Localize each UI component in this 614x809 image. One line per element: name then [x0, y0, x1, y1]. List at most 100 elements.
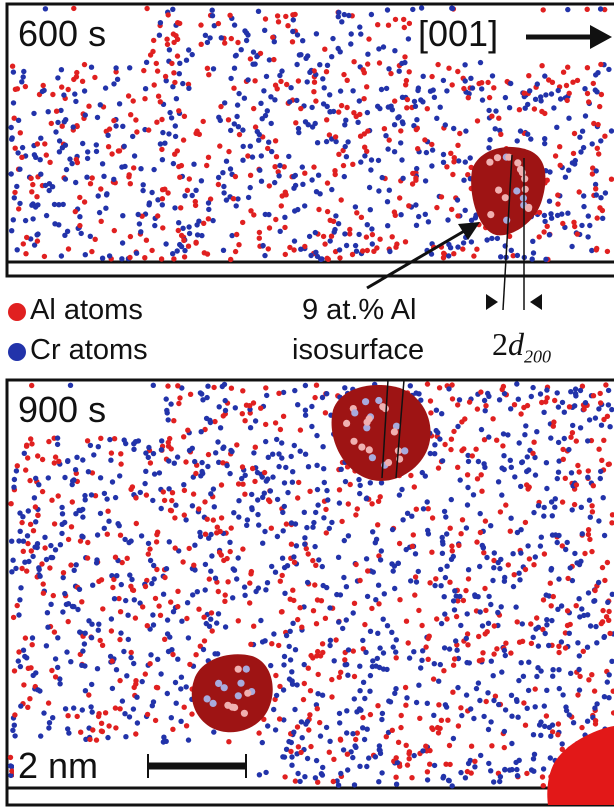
atom-dot — [147, 460, 154, 466]
atom-dot — [465, 642, 471, 648]
atom-dot — [251, 623, 257, 629]
atom-dot — [40, 581, 46, 587]
atom-dot — [566, 404, 573, 410]
atom-dot — [98, 720, 105, 726]
atom-dot — [91, 452, 97, 458]
atom-dot — [429, 147, 436, 153]
atom-dot — [336, 487, 343, 493]
atom-dot — [303, 55, 309, 61]
atom-dot — [215, 20, 222, 27]
atom-dot — [507, 767, 513, 773]
atom-dot — [480, 650, 486, 656]
atom-dot — [157, 141, 164, 147]
atom-dot — [159, 438, 165, 444]
atom-dot — [299, 164, 305, 170]
atom-dot — [48, 554, 54, 561]
atom-dot — [502, 94, 509, 101]
atom-dot — [37, 573, 43, 579]
atom-dot — [416, 213, 422, 220]
atom-dot — [481, 713, 487, 720]
atom-dot — [434, 616, 440, 622]
atom-dot — [112, 554, 119, 560]
atom-dot — [264, 580, 271, 586]
atom-dot — [364, 593, 371, 600]
atom-dot — [252, 444, 258, 450]
atom-dot — [467, 155, 473, 161]
atom-dot — [180, 80, 186, 87]
atom-dot — [440, 151, 447, 158]
atom-dot — [406, 203, 412, 209]
atom-dot — [550, 593, 556, 600]
atom-dot — [446, 65, 452, 71]
atom-dot — [176, 71, 182, 77]
atom-dot — [555, 87, 561, 94]
atom-dot — [519, 459, 525, 466]
atom-dot — [419, 469, 425, 476]
atom-dot — [49, 184, 56, 190]
atom-dot — [290, 620, 296, 626]
atom-dot — [298, 719, 305, 725]
atom-dot — [585, 234, 591, 240]
atom-dot — [353, 744, 359, 750]
atom-dot — [234, 442, 240, 448]
atom-dot — [252, 78, 258, 84]
atom-dot — [239, 411, 245, 417]
atom-dot — [189, 192, 195, 199]
atom-dot — [360, 248, 366, 254]
atom-dot — [304, 755, 311, 762]
atom-dot — [9, 538, 15, 544]
atom-dot — [257, 167, 263, 173]
atom-dot — [43, 556, 50, 563]
atom-dot — [571, 501, 578, 508]
atom-dot — [494, 646, 500, 652]
atom-dot — [302, 203, 308, 209]
atom-dot — [147, 546, 153, 552]
precipitate-atom-dot — [513, 187, 521, 195]
atom-dot — [425, 506, 431, 512]
atom-dot — [8, 171, 14, 177]
atom-dot — [292, 778, 299, 784]
atom-dot — [62, 232, 68, 238]
atom-dot — [97, 510, 104, 517]
atom-dot — [30, 216, 36, 222]
atom-dot — [429, 141, 435, 148]
atom-dot — [530, 450, 536, 456]
atom-dot — [273, 216, 279, 223]
atom-dot — [528, 621, 534, 627]
atom-dot — [329, 676, 335, 683]
atom-dot — [163, 241, 169, 247]
atom-dot — [262, 211, 268, 218]
atom-dot — [601, 532, 608, 539]
atom-dot — [311, 519, 317, 526]
atom-dot — [84, 174, 90, 180]
atom-dot — [302, 243, 308, 250]
atom-dot — [147, 661, 153, 667]
atom-dot — [596, 518, 602, 524]
atom-dot — [173, 33, 179, 39]
precipitate-atom-dot — [358, 443, 366, 451]
atom-dot — [423, 149, 430, 156]
atom-dot — [403, 82, 409, 88]
atom-dot — [323, 724, 330, 731]
atom-dot — [220, 413, 226, 419]
atom-dot — [491, 85, 497, 91]
atom-dot — [267, 488, 274, 494]
atom-dot — [138, 166, 144, 172]
atom-dot — [469, 453, 475, 459]
atom-dot — [43, 152, 49, 158]
atom-dot — [438, 566, 444, 573]
atom-dot — [80, 514, 86, 520]
atom-dot — [281, 754, 288, 760]
legend-label-al: Al atoms — [30, 294, 143, 326]
atom-dot — [301, 509, 307, 515]
atom-dot — [304, 524, 310, 531]
atom-dot — [106, 253, 113, 259]
precipitate-atom-dot — [363, 424, 371, 432]
atom-dot — [167, 109, 173, 116]
atom-dot — [183, 723, 190, 729]
atom-dot — [277, 578, 283, 584]
precipitate-atom-dot — [242, 665, 250, 673]
atom-dot — [276, 463, 282, 470]
atom-dot — [548, 603, 554, 609]
atom-dot — [80, 457, 86, 463]
